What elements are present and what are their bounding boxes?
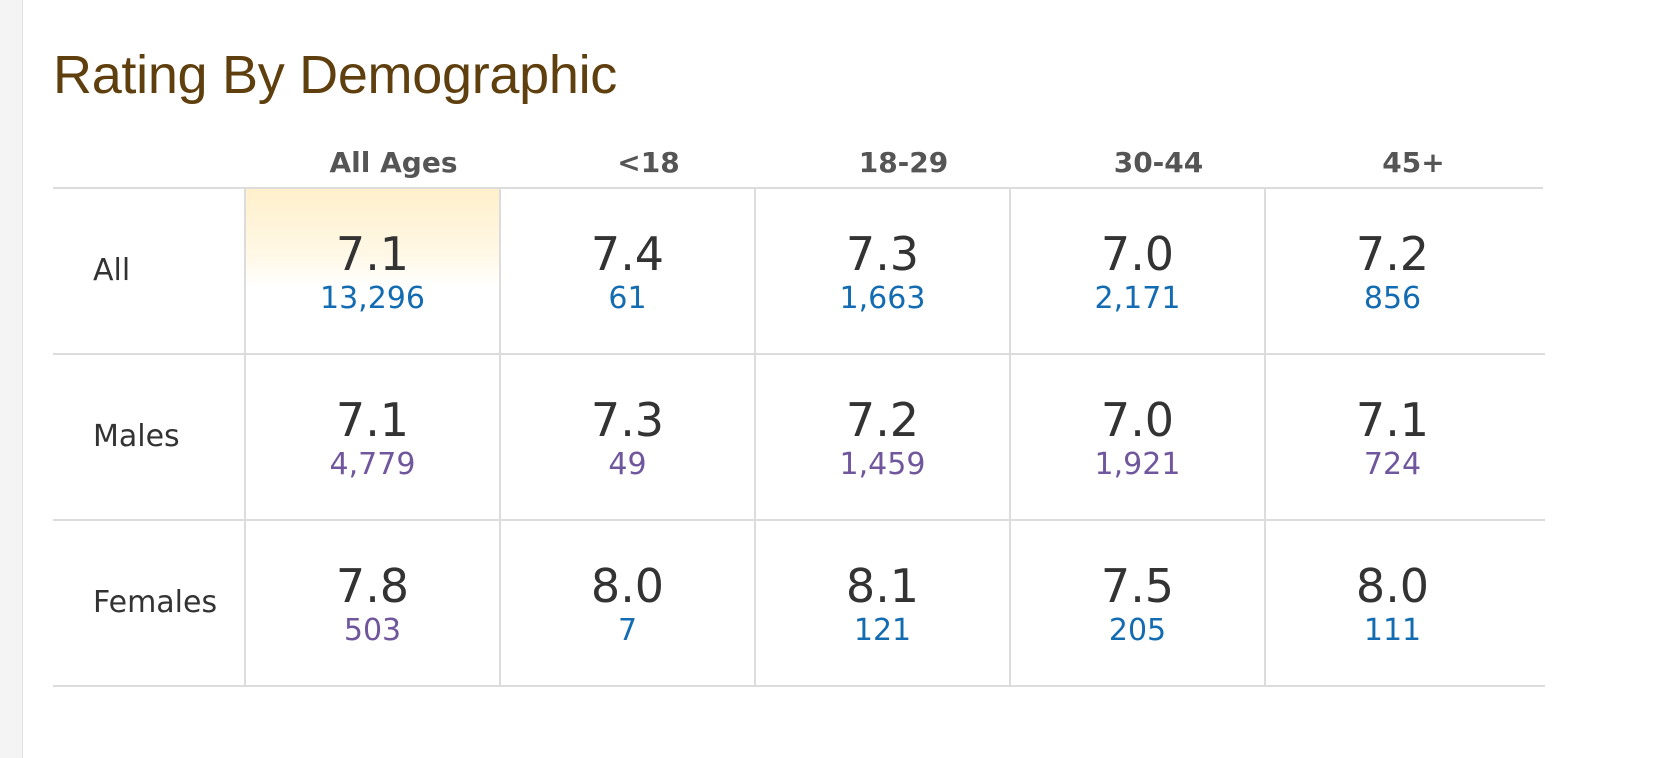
column-header-30-44: 30-44 bbox=[1113, 146, 1204, 179]
vote-count-link[interactable]: 205 bbox=[1108, 613, 1167, 648]
table-cell: 7.0 1,921 bbox=[1009, 355, 1264, 519]
vote-count-link[interactable]: 1,921 bbox=[1094, 447, 1181, 482]
table-row-males: Males 7.1 4,779 7.3 49 7.2 1,459 7.0 1,9… bbox=[53, 355, 1545, 521]
table-cell: 7.8 503 bbox=[244, 521, 499, 685]
header-divider bbox=[53, 187, 1543, 189]
table-cell: 7.3 1,663 bbox=[754, 189, 1009, 353]
rating-value: 7.1 bbox=[335, 227, 410, 281]
table-cell: 8.1 121 bbox=[754, 521, 1009, 685]
rating-value: 7.3 bbox=[590, 393, 665, 447]
table-cell: 7.3 49 bbox=[499, 355, 754, 519]
table-row-females: Females 7.8 503 8.0 7 8.1 121 7.5 205 8.… bbox=[53, 521, 1545, 687]
table-cell: 7.1 724 bbox=[1264, 355, 1519, 519]
row-label-all: All bbox=[93, 253, 131, 288]
row-label-males: Males bbox=[93, 419, 180, 454]
demographic-panel: Rating By Demographic All Ages <18 18-29… bbox=[22, 0, 1654, 758]
ratings-table: All 7.1 13,296 7.4 61 7.3 1,663 7.0 2,17… bbox=[53, 189, 1545, 689]
table-cell: 7.4 61 bbox=[499, 189, 754, 353]
vote-count-link[interactable]: 7 bbox=[617, 613, 638, 648]
vote-count-link[interactable]: 856 bbox=[1363, 281, 1422, 316]
table-row-all: All 7.1 13,296 7.4 61 7.3 1,663 7.0 2,17… bbox=[53, 189, 1545, 355]
rating-value: 7.2 bbox=[1355, 227, 1430, 281]
vote-count-link[interactable]: 724 bbox=[1363, 447, 1422, 482]
vote-count-link[interactable]: 49 bbox=[608, 447, 647, 482]
table-cell: 7.1 13,296 bbox=[244, 189, 499, 353]
vote-count-link[interactable]: 61 bbox=[608, 281, 647, 316]
rating-value: 7.8 bbox=[335, 559, 410, 613]
column-header-all-ages: All Ages bbox=[329, 146, 458, 179]
vote-count-link[interactable]: 503 bbox=[343, 613, 402, 648]
table-cell: 8.0 111 bbox=[1264, 521, 1519, 685]
table-cell: 7.2 856 bbox=[1264, 189, 1519, 353]
section-title: Rating By Demographic bbox=[53, 45, 617, 105]
rating-value: 7.5 bbox=[1100, 559, 1175, 613]
rating-value: 8.0 bbox=[590, 559, 665, 613]
vote-count-link[interactable]: 1,459 bbox=[839, 447, 926, 482]
table-cell: 7.5 205 bbox=[1009, 521, 1264, 685]
row-label-females: Females bbox=[93, 585, 218, 620]
vote-count-link[interactable]: 13,296 bbox=[320, 281, 425, 316]
table-cell: 7.0 2,171 bbox=[1009, 189, 1264, 353]
column-header-45-plus: 45+ bbox=[1382, 146, 1445, 179]
rating-value: 8.1 bbox=[845, 559, 920, 613]
table-cell: 7.2 1,459 bbox=[754, 355, 1009, 519]
table-cell: 8.0 7 bbox=[499, 521, 754, 685]
vote-count-link[interactable]: 1,663 bbox=[839, 281, 926, 316]
vote-count-link[interactable]: 4,779 bbox=[329, 447, 416, 482]
vote-count-link[interactable]: 111 bbox=[1363, 613, 1422, 648]
rating-value: 7.1 bbox=[335, 393, 410, 447]
rating-value: 7.0 bbox=[1100, 393, 1175, 447]
table-cell: 7.1 4,779 bbox=[244, 355, 499, 519]
rating-value: 7.4 bbox=[590, 227, 665, 281]
column-header-under-18: <18 bbox=[617, 146, 680, 179]
vote-count-link[interactable]: 2,171 bbox=[1094, 281, 1181, 316]
rating-value: 7.3 bbox=[845, 227, 920, 281]
rating-value: 7.1 bbox=[1355, 393, 1430, 447]
rating-value: 7.2 bbox=[845, 393, 920, 447]
vote-count-link[interactable]: 121 bbox=[853, 613, 912, 648]
column-header-18-29: 18-29 bbox=[858, 146, 949, 179]
rating-value: 8.0 bbox=[1355, 559, 1430, 613]
rating-value: 7.0 bbox=[1100, 227, 1175, 281]
